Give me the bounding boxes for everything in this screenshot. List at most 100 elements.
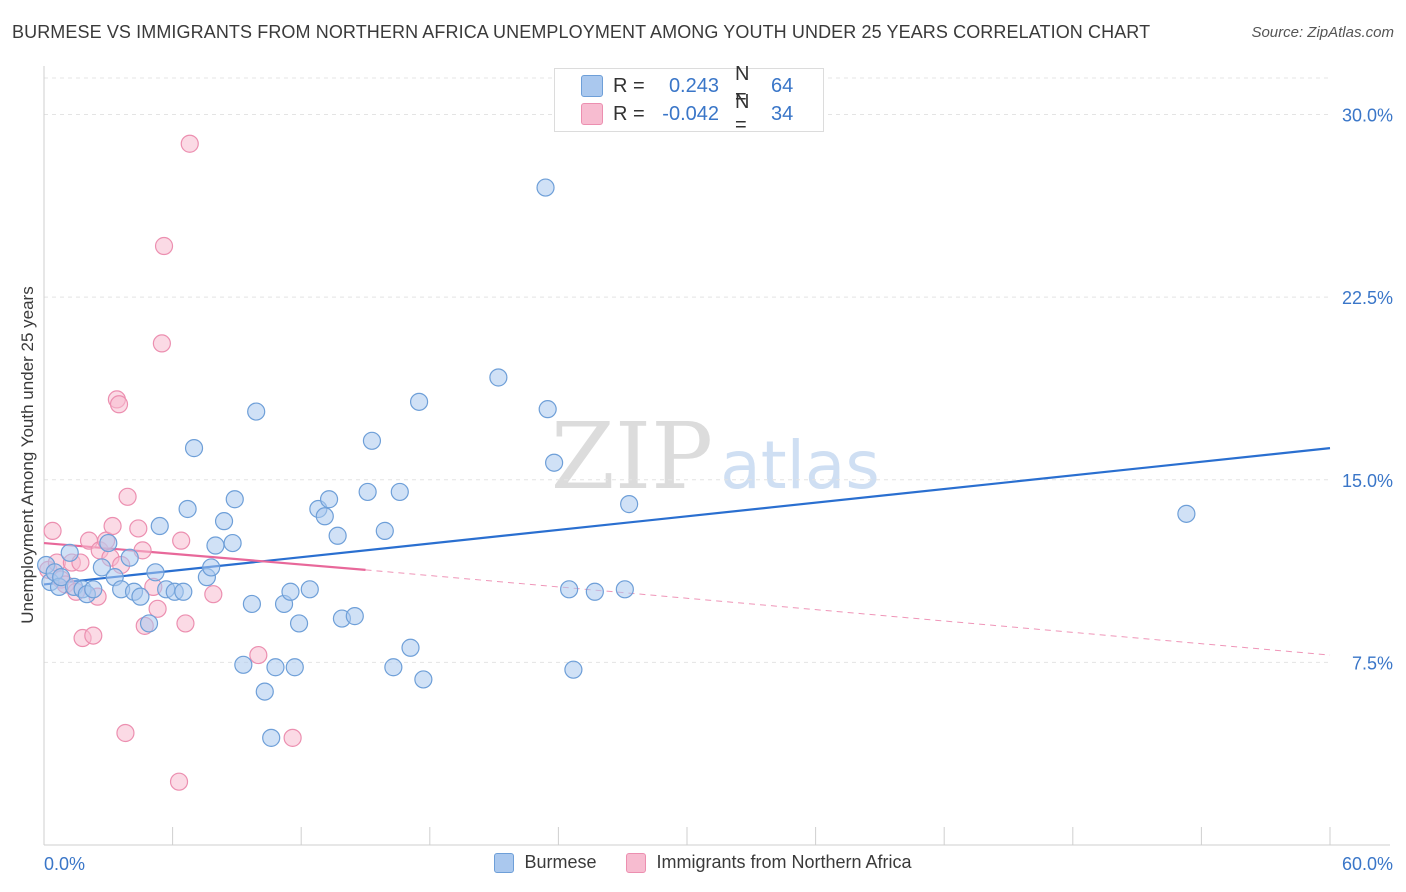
data-point-burmese bbox=[120, 548, 139, 567]
data-point-immigrants bbox=[118, 487, 137, 506]
data-point-immigrants bbox=[169, 772, 189, 791]
legend-swatch-burmese bbox=[494, 852, 515, 873]
axes bbox=[43, 66, 1390, 846]
data-point-burmese bbox=[536, 178, 555, 197]
x-tick-label-max: 60.0% bbox=[1342, 854, 1393, 874]
data-point-immigrants bbox=[204, 585, 223, 604]
legend-item-immigrants: Immigrants from Northern Africa bbox=[626, 852, 912, 873]
watermark-atlas: atlas bbox=[720, 427, 880, 504]
data-point-burmese bbox=[223, 533, 242, 553]
legend-r-label: R = bbox=[613, 102, 645, 125]
data-point-burmese bbox=[564, 660, 583, 679]
gridlines bbox=[44, 77, 1330, 663]
data-point-immigrants bbox=[180, 134, 199, 153]
data-point-burmese bbox=[150, 516, 169, 536]
tick-labels: 7.5% 15.0% 22.5% 30.0% 0.0% 60.0% bbox=[44, 106, 1393, 874]
data-point-immigrants bbox=[148, 599, 167, 618]
data-point-burmese bbox=[319, 490, 339, 509]
legend-swatch-immigrants bbox=[581, 103, 603, 125]
legend-label-burmese: Burmese bbox=[524, 852, 597, 872]
data-point-burmese bbox=[489, 368, 508, 387]
data-point-burmese bbox=[234, 655, 253, 674]
data-point-burmese bbox=[615, 580, 634, 599]
data-point-burmese bbox=[545, 453, 564, 472]
data-point-burmese bbox=[262, 728, 281, 747]
data-point-immigrants bbox=[84, 626, 103, 645]
data-point-burmese bbox=[214, 512, 234, 531]
data-point-immigrants bbox=[116, 723, 135, 743]
data-point-immigrants bbox=[154, 236, 174, 256]
data-point-burmese bbox=[247, 402, 266, 421]
data-point-burmese bbox=[206, 536, 225, 555]
x-tick-label-min: 0.0% bbox=[44, 854, 85, 874]
trend-line-immigrants-extension bbox=[365, 569, 1331, 656]
legend-item-burmese: Burmese bbox=[494, 852, 596, 873]
data-point-burmese bbox=[84, 580, 103, 599]
data-point-burmese bbox=[242, 594, 262, 614]
series-legend: Burmese Immigrants from Northern Africa bbox=[0, 852, 1406, 873]
y-tick-label: 7.5% bbox=[1352, 653, 1393, 673]
data-point-immigrants bbox=[152, 334, 171, 353]
data-point-burmese bbox=[414, 670, 433, 689]
data-point-immigrants bbox=[129, 519, 148, 538]
data-point-burmese bbox=[255, 682, 274, 701]
legend-r-value: -0.042 bbox=[662, 102, 719, 125]
data-point-burmese bbox=[620, 495, 639, 514]
data-point-burmese bbox=[401, 638, 420, 657]
data-point-immigrants bbox=[103, 516, 122, 536]
source-credit: Source: ZipAtlas.com bbox=[1251, 24, 1394, 41]
data-point-burmese bbox=[328, 526, 347, 545]
data-point-burmese bbox=[390, 482, 409, 502]
data-point-burmese bbox=[300, 580, 319, 599]
data-point-immigrants bbox=[176, 614, 195, 633]
data-point-burmese bbox=[266, 658, 285, 677]
data-point-burmese bbox=[174, 582, 193, 601]
data-point-burmese bbox=[99, 533, 118, 553]
data-point-burmese bbox=[285, 658, 304, 677]
data-point-burmese bbox=[375, 521, 394, 540]
legend-swatch-burmese bbox=[581, 75, 603, 97]
legend-n-value: 34 bbox=[771, 102, 794, 125]
legend-swatch-immigrants bbox=[626, 852, 647, 873]
data-point-burmese bbox=[52, 568, 71, 587]
data-point-burmese bbox=[281, 582, 300, 601]
data-point-immigrants bbox=[172, 531, 191, 550]
legend-n-label: N = bbox=[735, 91, 750, 136]
y-tick-label: 22.5% bbox=[1342, 288, 1393, 308]
data-point-burmese bbox=[362, 431, 382, 450]
legend-n-label: N = bbox=[735, 63, 750, 108]
data-point-burmese bbox=[131, 587, 150, 606]
data-point-burmese bbox=[315, 507, 334, 526]
data-point-burmese bbox=[289, 614, 309, 633]
data-point-burmese bbox=[538, 400, 557, 419]
data-point-burmese bbox=[139, 614, 159, 633]
legend-label-immigrants: Immigrants from Northern Africa bbox=[656, 852, 912, 872]
data-point-burmese bbox=[1177, 504, 1196, 523]
data-point-burmese bbox=[358, 482, 377, 502]
y-tick-label: 30.0% bbox=[1342, 106, 1393, 126]
watermark-zip: ZIP bbox=[551, 403, 713, 510]
data-point-burmese bbox=[202, 558, 221, 577]
data-point-burmese bbox=[178, 499, 197, 519]
data-point-burmese bbox=[225, 490, 244, 509]
data-point-immigrants bbox=[249, 645, 268, 665]
data-point-burmese bbox=[345, 607, 364, 626]
data-point-burmese bbox=[585, 582, 604, 601]
data-point-immigrants bbox=[283, 728, 302, 747]
data-point-burmese bbox=[92, 558, 111, 577]
series-burmese-points bbox=[37, 178, 1196, 747]
legend-n-value: 64 bbox=[771, 74, 794, 97]
data-point-burmese bbox=[60, 543, 79, 562]
data-point-burmese bbox=[409, 392, 429, 411]
legend-r-value: 0.243 bbox=[668, 74, 719, 97]
correlation-legend: R = 0.243 N = 64 R = -0.042 N = 34 bbox=[554, 63, 824, 136]
data-point-burmese bbox=[146, 563, 165, 582]
watermark: ZIP atlas bbox=[551, 403, 880, 510]
data-point-burmese bbox=[384, 658, 403, 677]
data-point-immigrants bbox=[43, 521, 62, 540]
data-point-burmese bbox=[560, 580, 579, 599]
legend-r-label: R = bbox=[613, 74, 645, 97]
chart-title: BURMESE VS IMMIGRANTS FROM NORTHERN AFRI… bbox=[12, 22, 1151, 42]
data-point-immigrants bbox=[109, 395, 129, 414]
